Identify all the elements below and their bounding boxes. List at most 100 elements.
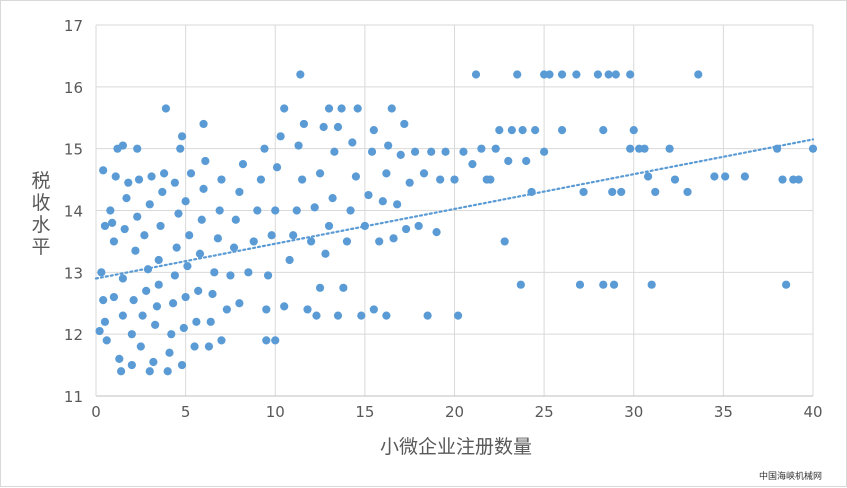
data-point — [557, 126, 567, 135]
data-point — [206, 317, 215, 326]
data-point — [303, 305, 312, 314]
y-tick-label: 16 — [64, 79, 83, 97]
data-point — [120, 224, 129, 234]
data-point — [599, 126, 608, 135]
data-point — [118, 141, 127, 150]
data-point — [557, 70, 567, 79]
data-point — [516, 280, 525, 289]
data-point — [384, 141, 393, 150]
data-point — [382, 169, 391, 178]
tick-labels: 0 5 10 15 20 25 30 35 40 11 12 13 14 15 16 17 — [64, 17, 823, 421]
data-point — [500, 237, 509, 246]
data-point — [495, 126, 504, 135]
data-point — [378, 197, 387, 206]
data-point — [522, 156, 531, 166]
data-point — [337, 104, 346, 113]
data-point — [222, 305, 231, 314]
data-point — [527, 187, 536, 197]
data-point — [231, 215, 240, 224]
data-point — [513, 70, 522, 79]
data-point — [540, 147, 549, 156]
data-point — [154, 280, 163, 289]
data-point — [405, 178, 414, 187]
data-point — [147, 172, 156, 181]
data-point — [263, 271, 273, 280]
data-point — [353, 104, 362, 113]
data-point — [346, 206, 355, 215]
data-point — [192, 317, 201, 326]
data-point — [158, 187, 167, 197]
data-point — [201, 156, 210, 166]
data-point — [453, 311, 463, 320]
y-tick-label: 12 — [64, 326, 83, 344]
data-point — [670, 175, 680, 184]
data-point — [99, 296, 108, 305]
data-point — [307, 237, 316, 246]
data-point — [310, 203, 319, 212]
data-point — [244, 268, 253, 277]
data-point — [197, 215, 206, 224]
data-points — [95, 70, 818, 376]
data-point — [647, 280, 656, 289]
data-point — [400, 119, 409, 129]
data-point — [168, 299, 178, 308]
data-point — [285, 255, 294, 265]
axes — [95, 25, 813, 397]
data-point — [794, 175, 803, 184]
data-point — [106, 206, 115, 215]
y-tick-label: 15 — [64, 141, 83, 159]
data-point — [330, 147, 339, 156]
data-point — [177, 360, 187, 370]
data-point — [289, 231, 298, 240]
data-point — [389, 234, 398, 243]
data-point — [450, 175, 459, 184]
data-point — [253, 206, 262, 215]
y-tick-label: 13 — [64, 264, 83, 282]
data-point — [124, 178, 133, 187]
data-point — [154, 255, 163, 265]
trendline-layer — [94, 138, 815, 280]
data-point — [163, 367, 172, 376]
data-point — [122, 194, 131, 203]
trendline — [94, 138, 815, 280]
data-point — [199, 119, 208, 129]
data-point — [471, 70, 481, 79]
data-point — [608, 187, 617, 197]
data-point — [177, 132, 187, 141]
data-point — [170, 271, 179, 280]
data-point — [262, 305, 271, 314]
data-point — [369, 305, 378, 314]
data-point — [518, 126, 527, 135]
data-point — [333, 122, 343, 132]
data-point — [152, 302, 162, 311]
data-point — [710, 172, 719, 181]
data-point — [133, 212, 142, 221]
data-point — [324, 221, 334, 231]
data-point — [319, 122, 328, 132]
data-point — [97, 268, 106, 277]
data-point — [179, 323, 188, 333]
data-point — [100, 317, 110, 326]
x-tick-label: 15 — [355, 403, 374, 421]
data-point — [423, 311, 432, 320]
data-point — [609, 280, 619, 289]
data-point — [294, 141, 303, 150]
data-point — [102, 336, 111, 345]
data-point — [643, 172, 653, 181]
x-tick-label: 5 — [181, 403, 191, 421]
data-point — [95, 326, 104, 336]
data-point — [427, 147, 436, 156]
data-point — [190, 342, 199, 351]
x-tick-label: 0 — [91, 403, 101, 421]
data-point — [271, 206, 280, 215]
data-point — [280, 104, 289, 113]
data-point — [348, 138, 357, 147]
x-tick-label: 25 — [535, 403, 554, 421]
data-point — [626, 144, 635, 153]
data-point — [118, 311, 127, 320]
data-point — [213, 234, 222, 243]
data-point — [215, 206, 224, 215]
data-point — [134, 175, 144, 184]
data-point — [292, 206, 301, 215]
data-point — [100, 221, 110, 231]
